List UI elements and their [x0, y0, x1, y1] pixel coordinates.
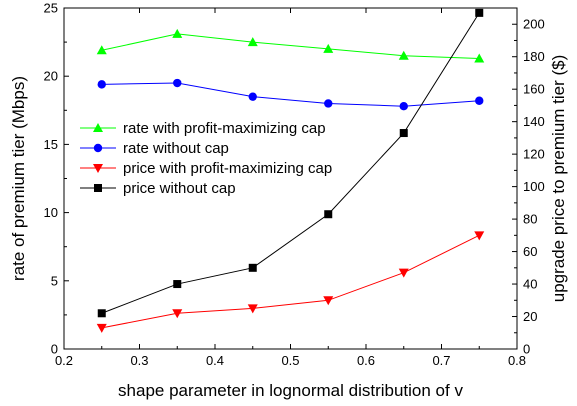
x-tick-label: 0.4: [206, 353, 224, 368]
y-right-tick-label: 60: [523, 244, 537, 259]
legend-item: rate without cap: [80, 140, 229, 157]
y-right-tick-label: 140: [523, 114, 545, 129]
x-tick-label: 0.2: [55, 353, 73, 368]
y-right-tick-label: 180: [523, 49, 545, 64]
data-point: [247, 304, 258, 314]
data-point: [474, 53, 485, 63]
data-point: [248, 263, 257, 272]
data-point: [324, 210, 333, 219]
series-line: [101, 12, 480, 314]
data-point: [96, 323, 107, 333]
data-point: [399, 129, 408, 138]
legend-item: price with profit-maximizing cap: [80, 160, 332, 177]
y-right-tick-label: 160: [523, 82, 545, 97]
data-point: [97, 309, 106, 318]
data-point: [324, 99, 333, 108]
y-right-tick-label: 0: [523, 342, 530, 357]
series-1: [97, 78, 484, 111]
series-3: [97, 8, 484, 318]
data-point: [172, 28, 183, 38]
series-group: [96, 8, 485, 333]
legend-item: rate with profit-maximizing cap: [80, 120, 326, 137]
y-right-tick-label: 100: [523, 179, 545, 194]
data-point: [97, 80, 106, 89]
axes-group: 0.2 0.3 0.4 0.5 0.6 0.7 0.80510152025020406080…: [44, 1, 545, 369]
y-right-tick-label: 200: [523, 17, 545, 32]
legend-label: price with profit-maximizing cap: [123, 160, 332, 177]
data-point: [398, 50, 409, 60]
legend: rate with profit-maximizing cap rate with…: [80, 120, 332, 197]
x-tick-label: 0.7: [432, 353, 450, 368]
data-point: [398, 268, 409, 278]
x-axis-title: shape parameter in lognormal distributio…: [118, 381, 463, 400]
data-point: [323, 296, 334, 306]
legend-swatch-marker: [93, 164, 103, 173]
y-left-tick-label: 5: [51, 273, 58, 288]
y-left-tick-label: 0: [51, 342, 58, 357]
data-point: [96, 45, 107, 55]
y-right-tick-label: 40: [523, 277, 537, 292]
plot-frame: [63, 7, 518, 350]
data-point: [172, 309, 183, 319]
y-axis-left-title: rate of premium tier (Mbps): [9, 76, 28, 281]
y-right-tick-label: 120: [523, 147, 545, 162]
data-point: [247, 37, 258, 47]
data-point: [248, 92, 257, 101]
x-tick-label: 0.5: [281, 353, 299, 368]
x-tick-label: 0.8: [508, 353, 526, 368]
legend-label: price without cap: [123, 180, 236, 197]
legend-label: rate without cap: [123, 140, 229, 157]
y-right-tick-label: 20: [523, 309, 537, 324]
y-left-tick-label: 15: [44, 137, 58, 152]
series-0: [96, 28, 485, 63]
legend-swatch-marker: [94, 184, 102, 192]
x-tick-label: 0.6: [357, 353, 375, 368]
data-point: [399, 102, 408, 111]
data-point: [475, 8, 484, 17]
legend-label: rate with profit-maximizing cap: [123, 120, 326, 137]
data-point: [475, 96, 484, 105]
series-line: [101, 234, 480, 329]
x-tick-label: 0.3: [130, 353, 148, 368]
legend-swatch-marker: [93, 143, 103, 153]
series-line: [101, 82, 480, 107]
legend-swatch-marker: [93, 123, 103, 132]
series-line: [101, 33, 480, 59]
data-point: [323, 43, 334, 53]
y-left-tick-label: 10: [44, 205, 58, 220]
data-point: [474, 231, 485, 241]
legend-item: price without cap: [80, 180, 236, 197]
series-2: [96, 231, 485, 333]
data-point: [173, 78, 182, 88]
data-point: [173, 280, 182, 289]
y-axis-right-title: upgrade price to premium tier ($): [549, 55, 568, 303]
y-left-tick-label: 20: [44, 69, 58, 84]
y-right-tick-label: 80: [523, 212, 537, 227]
y-left-tick-label: 25: [44, 1, 58, 16]
